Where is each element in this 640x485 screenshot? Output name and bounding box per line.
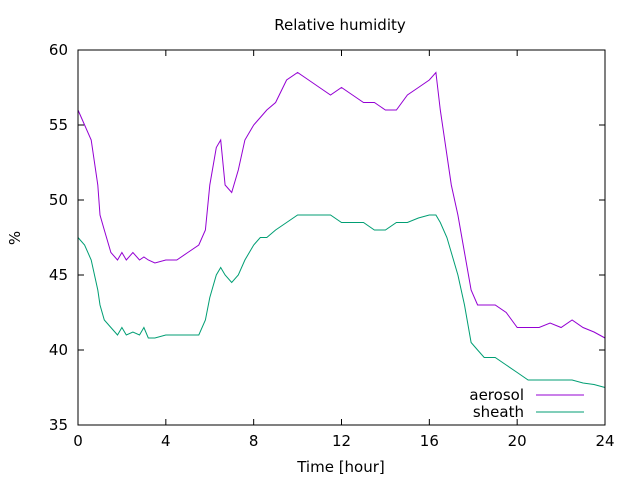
- y-tick-label: 60: [49, 41, 68, 59]
- y-tick-label: 55: [49, 116, 68, 134]
- y-tick-label: 45: [49, 266, 68, 284]
- axis-ticks: 0 4 8 12 16 20 24 35 40 45 50 55 60: [49, 41, 615, 450]
- legend-label-sheath: sheath: [473, 403, 524, 421]
- series-line-aerosol: [77, 71, 606, 339]
- x-tick-label: 12: [332, 432, 351, 450]
- x-axis-label: Time [hour]: [296, 458, 385, 476]
- y-tick-label: 50: [49, 191, 68, 209]
- y-tick-label: 35: [49, 416, 68, 434]
- x-tick-label: 8: [249, 432, 259, 450]
- x-tick-label: 0: [73, 432, 83, 450]
- x-tick-label: 4: [161, 432, 171, 450]
- y-axis-label: %: [6, 231, 24, 245]
- y-tick-label: 40: [49, 341, 68, 359]
- chart-title: Relative humidity: [274, 16, 406, 34]
- x-tick-label: 24: [595, 432, 614, 450]
- series-line-sheath: [77, 214, 606, 388]
- series-lines: [77, 71, 606, 388]
- plot-frame: [77, 49, 606, 426]
- legend-label-aerosol: aerosol: [469, 386, 524, 404]
- x-tick-label: 20: [508, 432, 527, 450]
- x-tick-label: 16: [420, 432, 439, 450]
